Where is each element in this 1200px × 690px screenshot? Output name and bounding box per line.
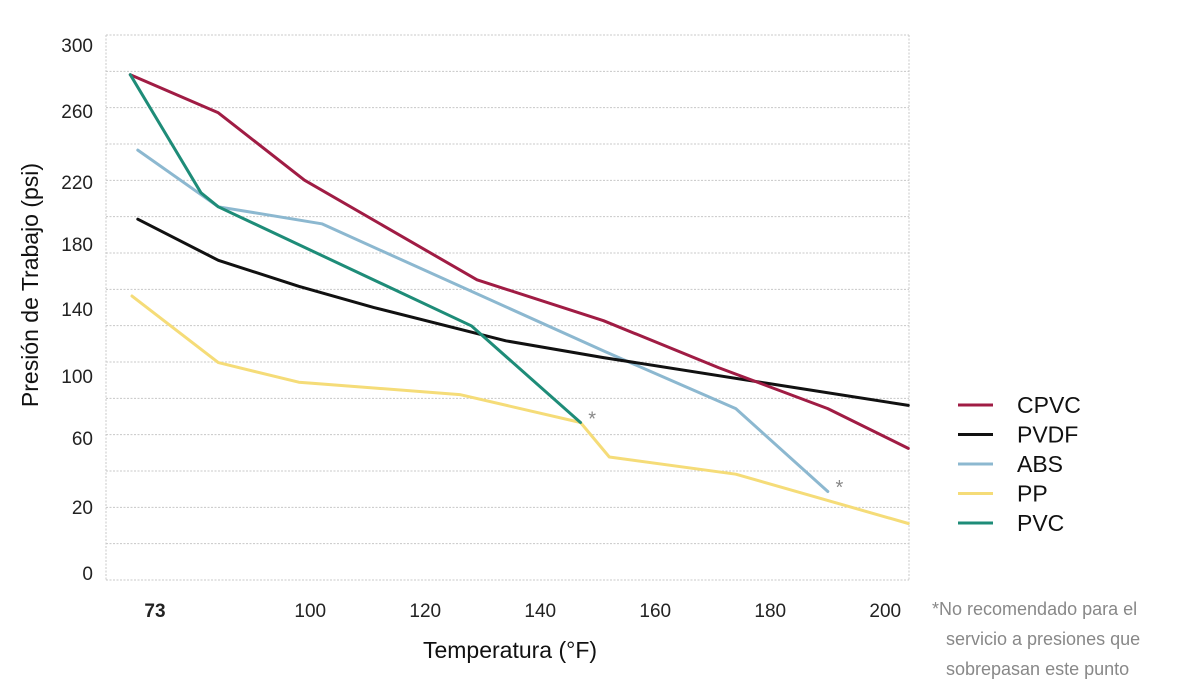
series-line-abs [136,148,830,493]
y-tick-label: 20 [72,498,93,519]
x-tick-label: 180 [754,601,786,622]
y-tick-label: 140 [61,300,93,321]
y-tick-label: 0 [82,564,93,585]
x-tick-label: 100 [294,601,326,622]
y-tick-label: 220 [61,173,93,194]
x-axis-title: Temperatura (°F) [423,637,597,663]
legend: CPVC PVDF ABS PP PVC [958,392,1081,536]
annotations: ** [588,408,843,499]
x-tick-label: 73 [144,601,165,622]
footnote-line-1: *No recomendado para el [932,599,1137,619]
x-tick-label: 140 [524,601,556,622]
legend-label-pp: PP [1017,481,1048,507]
y-tick-label: 180 [61,235,93,256]
annotation-asterisk: * [588,408,596,430]
footnote-text-1: No recomendado para el [939,599,1137,619]
y-tick-label: 260 [61,102,93,123]
series-line-pvdf [136,217,910,407]
legend-label-cpvc: CPVC [1017,392,1081,418]
legend-label-pvdf: PVDF [1017,422,1078,448]
x-tick-label: 200 [869,601,901,622]
y-tick-label: 300 [61,36,93,57]
y-tick-label: 100 [61,367,93,388]
series-line-pp [130,294,910,525]
legend-label-pvc: PVC [1017,510,1064,536]
series-line-pvc [128,73,582,424]
footnote: *No recomendado para el servicio a presi… [932,599,1140,679]
x-tick-label: 160 [639,601,671,622]
annotation-asterisk: * [836,477,844,499]
legend-label-abs: ABS [1017,451,1063,477]
grid [105,34,910,581]
y-axis-ticks: 300 260 220 180 140 100 60 20 0 [61,36,93,585]
y-tick-label: 60 [72,429,93,450]
footnote-line-3: sobrepasan este punto [946,659,1129,679]
series-line-cpvc [128,73,910,450]
x-axis-ticks: 73 100 120 140 160 180 200 [144,601,901,622]
y-axis-title: Presión de Trabajo (psi) [17,163,43,407]
footnote-star: * [932,599,939,619]
series-lines [128,73,910,525]
footnote-line-2: servicio a presiones que [946,629,1140,649]
x-tick-label: 120 [409,601,441,622]
